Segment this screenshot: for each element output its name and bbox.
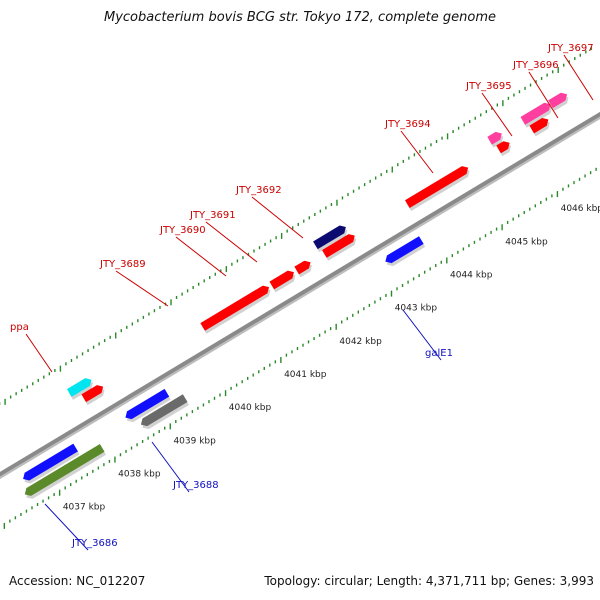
gene-feature (529, 117, 549, 134)
gene-label: JTY_3691 (189, 210, 236, 221)
gene-label: ppa (10, 322, 29, 333)
scale-label: 4037 kbp (63, 503, 106, 513)
scale-label: 4040 kbp (229, 403, 272, 413)
gene-JTY_3691 (294, 260, 311, 275)
gene-label: JTY_3686 (71, 538, 118, 549)
gene-label: JTY_3688 (172, 480, 219, 491)
backbone-group (0, 111, 600, 480)
gene-JTY_3695 (487, 131, 502, 145)
gene-label: galE1 (425, 348, 453, 359)
scale-labels: 4037 kbp 4038 kbp 4039 kbp 4040 kbp 4041… (63, 204, 600, 513)
gene-label-leader (563, 54, 594, 101)
gene-label-leader (251, 196, 304, 239)
gene-JTY_3688 (125, 388, 170, 420)
gene-label-leader (151, 441, 190, 493)
gene-ppa (66, 378, 92, 397)
gene-JTY_3686 (23, 443, 78, 481)
gene-label-leader (400, 130, 434, 174)
scale-label: 4044 kbp (450, 270, 493, 280)
gene-label: JTY_3694 (384, 119, 431, 130)
gene-label: JTY_3692 (235, 185, 282, 196)
accession-text: Accession: NC_012207 (9, 574, 146, 588)
gene-feature (496, 141, 510, 154)
gene-label-leader (481, 92, 513, 137)
gene-label-leader (25, 333, 53, 373)
gene-JTY_3697 (548, 92, 568, 109)
scale-label: 4041 kbp (284, 370, 327, 380)
gene-labels: JTY_3686 JTY_3688 ppa JTY_3689 JTY_3690 JTY_3… (10, 43, 594, 551)
gene-label-leader (402, 309, 442, 361)
gene-label: JTY_3696 (512, 60, 559, 71)
scale-label: 4046 kbp (561, 204, 600, 214)
scale-label: 4039 kbp (173, 436, 216, 446)
gene-label: JTY_3695 (465, 81, 512, 92)
scale-label: 4045 kbp (505, 237, 548, 247)
gene-label: JTY_3697 (547, 43, 594, 54)
backbone-line (0, 111, 600, 477)
scale-label: 4043 kbp (395, 304, 438, 314)
gene-JTY_3689 (200, 285, 270, 331)
gene-label-leader (528, 71, 559, 119)
gene-feature (81, 385, 104, 403)
gene-JTY_3692 (313, 225, 346, 250)
tick-row-bottom (3, 167, 597, 529)
gene-label-leader (44, 503, 89, 551)
gene-features (23, 92, 569, 499)
gene-label-leader (175, 236, 227, 277)
gene-label: JTY_3689 (99, 259, 146, 270)
page-title: Mycobacterium bovis BCG str. Tokyo 172, … (104, 10, 496, 25)
gene-JTY_3694 (404, 166, 469, 209)
topology-text: Topology: circular; Length: 4,371,711 bp… (264, 574, 594, 588)
tick-row-top (0, 47, 593, 406)
gene-feature (140, 394, 188, 427)
gene-JTY_3690 (269, 270, 294, 290)
gene-feature (322, 234, 355, 258)
gene-label-leader (205, 221, 258, 263)
gene-galE1 (385, 236, 424, 264)
backbone-shadow (0, 113, 600, 480)
scale-label: 4042 kbp (339, 337, 382, 347)
gene-label: JTY_3690 (159, 225, 206, 236)
gene-JTY_3696 (520, 102, 551, 125)
scale-label: 4038 kbp (118, 470, 161, 480)
gene-label-leader (115, 270, 169, 307)
gene-feature (24, 443, 105, 496)
